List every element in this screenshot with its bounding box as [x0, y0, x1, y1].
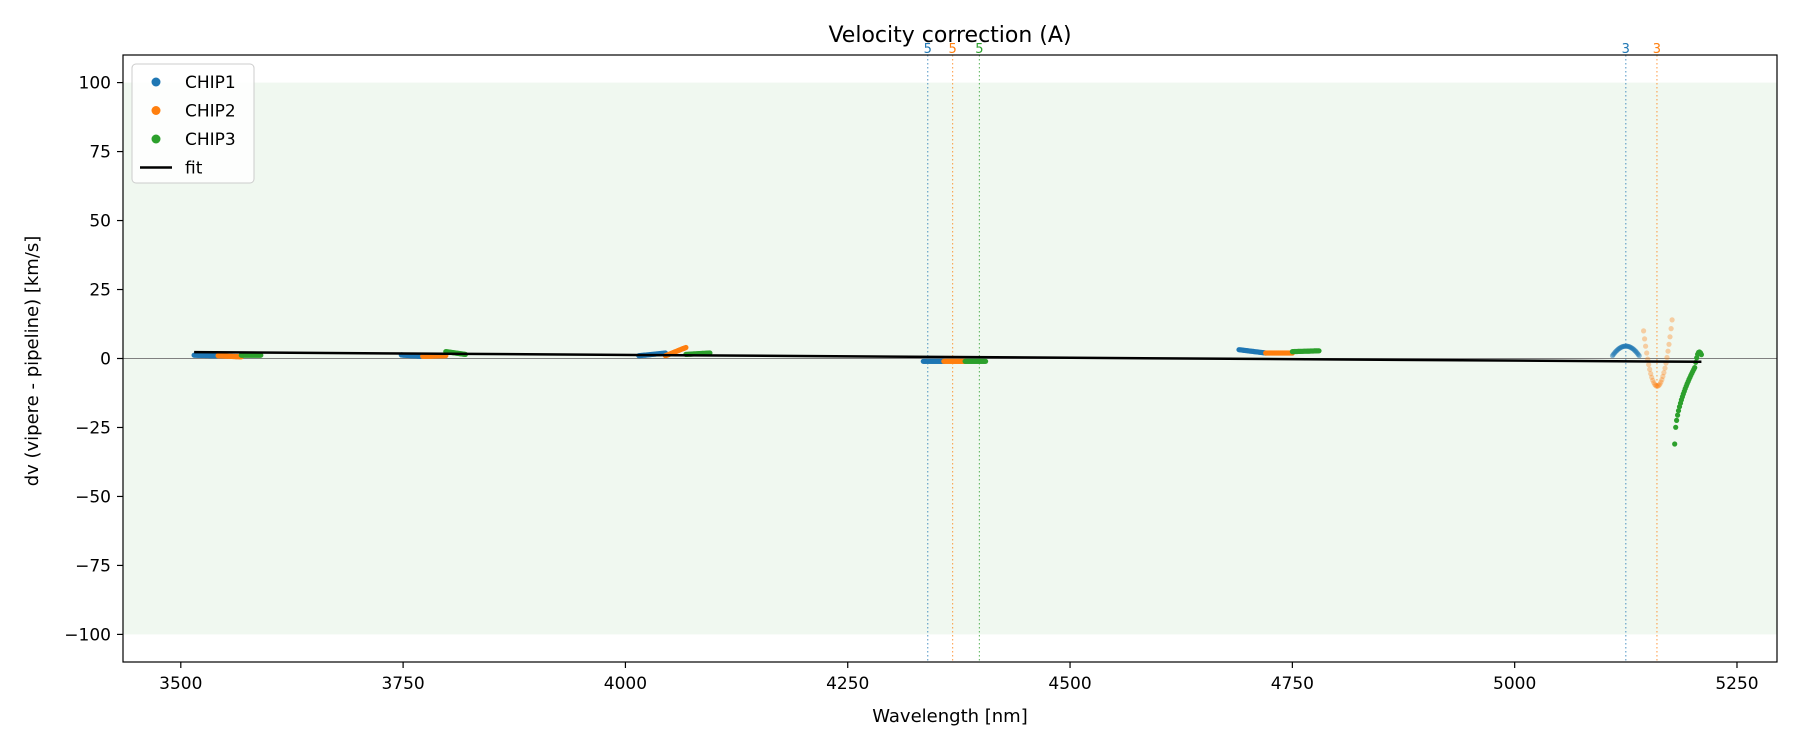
y-tick-label-0: 100: [79, 74, 111, 94]
y-tick-label-4: 0: [100, 350, 111, 370]
point-chip2-5-3: [1644, 350, 1650, 356]
point-chip2-5-7: [1648, 371, 1654, 377]
point-chip2-5-14: [1655, 383, 1661, 389]
point-chip2-5-20: [1661, 370, 1667, 376]
point-chip2-5-8: [1649, 374, 1655, 380]
point-chip3-5-0: [1672, 441, 1678, 447]
legend-label-chip1: CHIP1: [185, 73, 236, 93]
x-tick-label-0: 3500: [159, 674, 202, 694]
point-chip2-5-12: [1653, 383, 1659, 389]
point-chip3-0-28: [258, 352, 264, 358]
plot-area: 5 5 5 3 3 3500 3750 4000 4250 4500 4750 5000 5250 100…: [64, 42, 1778, 694]
legend-swatch-chip1: [151, 77, 161, 87]
legend-box: [131, 63, 255, 184]
point-chip2-5-10: [1651, 380, 1657, 386]
x-tick-label-6: 5000: [1493, 674, 1536, 694]
point-chip2-5-27: [1668, 326, 1674, 332]
vline-label-1: 5: [949, 42, 957, 57]
point-chip3-5-3: [1675, 412, 1681, 418]
point-chip2-5-9: [1650, 377, 1656, 383]
point-chip3-4-28: [1316, 348, 1322, 354]
y-tick-label-2: 50: [89, 212, 111, 232]
point-chip2-2-28: [683, 344, 689, 351]
point-chip3-5-2: [1674, 417, 1680, 423]
point-chip2-5-16: [1657, 381, 1663, 387]
point-chip2-5-21: [1662, 365, 1668, 371]
x-axis-label: Wavelength [nm]: [872, 706, 1028, 727]
point-chip2-5-17: [1658, 379, 1664, 385]
point-chip2-5-28: [1669, 317, 1675, 323]
y-tick-label-6: −50: [75, 487, 111, 507]
point-chip2-5-19: [1660, 373, 1666, 379]
point-chip2-5-0: [1641, 328, 1647, 334]
chart-title: Velocity correction (A): [828, 23, 1071, 48]
point-chip3-5-1: [1673, 424, 1679, 430]
point-chip2-5-1: [1642, 336, 1648, 342]
y-tick-label-7: −75: [75, 556, 111, 576]
point-chip3-5-21: [1692, 365, 1698, 371]
y-tick-label-1: 75: [89, 143, 111, 163]
legend-label-chip3: CHIP3: [185, 130, 236, 150]
point-chip2-5-24: [1665, 348, 1671, 354]
x-tick-label-2: 4000: [604, 674, 647, 694]
y-tick-label-8: −100: [64, 625, 111, 645]
point-chip2-5-6: [1647, 366, 1653, 372]
point-chip2-5-23: [1664, 354, 1670, 361]
point-chip1-5-28: [1636, 353, 1642, 359]
legend-label-chip2: CHIP2: [185, 102, 236, 122]
point-chip3-5-28: [1698, 352, 1704, 358]
point-chip2-5-5: [1646, 362, 1652, 368]
point-chip2-5-15: [1656, 382, 1662, 388]
fit-line: [194, 350, 1702, 364]
legend-label-fit: fit: [185, 159, 203, 179]
vline-label-2: 5: [975, 42, 983, 57]
point-chip2-5-18: [1659, 377, 1665, 383]
x-tick-label-4: 4500: [1048, 674, 1091, 694]
point-chip3-5-4: [1675, 408, 1682, 414]
y-axis-label: dv (vipere - pipeline) [km/s]: [22, 236, 43, 487]
x-tick-label-5: 4750: [1271, 674, 1314, 694]
point-chip3-3-28: [983, 358, 989, 364]
x-tick-label-1: 3750: [381, 674, 424, 694]
y-tick-label-5: −25: [75, 418, 111, 438]
vline-label-3: 3: [1622, 42, 1630, 57]
legend-swatch-chip3: [151, 134, 161, 144]
vline-label-4: 3: [1653, 42, 1661, 57]
vline-label-0: 5: [924, 42, 932, 57]
point-chip2-5-25: [1666, 341, 1672, 347]
x-tick-label-3: 4250: [826, 674, 869, 694]
x-tick-label-7: 5250: [1715, 674, 1758, 694]
point-chip2-5-2: [1643, 343, 1649, 349]
legend-swatch-chip2: [151, 106, 161, 115]
point-chip2-5-11: [1652, 381, 1658, 388]
point-chip2-5-13: [1654, 383, 1660, 389]
y-tick-label-3: 25: [89, 281, 111, 301]
point-chip2-5-26: [1667, 334, 1673, 340]
